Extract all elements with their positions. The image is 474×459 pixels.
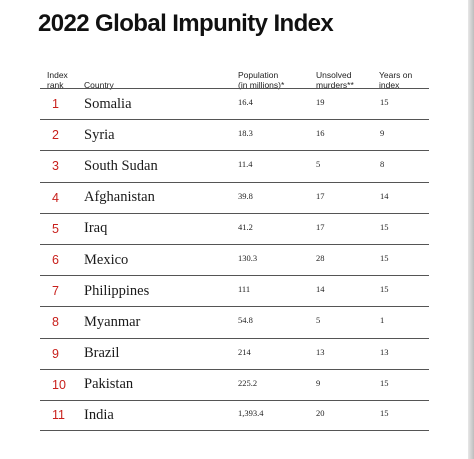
rank-cell: 5 xyxy=(52,221,59,236)
years-cell: 9 xyxy=(380,128,385,139)
population-cell: 11.4 xyxy=(238,159,253,170)
rank-cell: 1 xyxy=(52,97,59,112)
header-years-on-index: Years on index xyxy=(379,70,412,90)
country-cell: Brazil xyxy=(84,345,120,362)
table-row: 9 Brazil 214 13 13 xyxy=(40,337,429,369)
rank-cell: 2 xyxy=(52,128,59,143)
country-cell: Mexico xyxy=(84,251,129,268)
population-cell: 111 xyxy=(238,284,251,295)
header-index-rank-line2: rank xyxy=(47,80,64,90)
table-row: 5 Iraq 41.2 17 15 xyxy=(40,212,429,244)
header-population: Population (in millions)* xyxy=(238,70,284,90)
header-murders-line1: Unsolved xyxy=(316,70,352,80)
page-title: 2022 Global Impunity Index xyxy=(38,10,334,37)
rank-cell: 11 xyxy=(52,408,65,423)
rank-cell: 7 xyxy=(52,284,59,299)
murders-cell: 19 xyxy=(316,97,325,108)
population-cell: 16.4 xyxy=(238,97,253,108)
rank-cell: 6 xyxy=(52,253,59,268)
country-cell: India xyxy=(84,406,114,423)
murders-cell: 20 xyxy=(316,408,325,419)
murders-cell: 13 xyxy=(316,346,325,357)
table-row: 4 Afghanistan 39.8 17 14 xyxy=(40,181,429,213)
population-cell: 41.2 xyxy=(238,221,253,232)
header-years-line2: index xyxy=(379,80,400,90)
years-cell: 15 xyxy=(380,408,389,419)
years-cell: 15 xyxy=(380,253,389,264)
table-header: Index rank Country Population (in millio… xyxy=(0,62,474,90)
country-cell: Syria xyxy=(84,126,115,143)
years-cell: 15 xyxy=(380,377,389,388)
years-cell: 15 xyxy=(380,97,389,108)
table-row: 8 Myanmar 54.8 5 1 xyxy=(40,306,429,337)
years-cell: 15 xyxy=(380,221,389,232)
country-cell: Philippines xyxy=(84,282,150,299)
population-cell: 39.8 xyxy=(238,190,253,201)
country-cell: Somalia xyxy=(84,95,132,112)
header-population-line2: (in millions)* xyxy=(238,80,285,90)
country-cell: South Sudan xyxy=(84,157,158,174)
table-row: 11 India 1,393.4 20 15 xyxy=(40,399,429,432)
page-edge-shadow xyxy=(468,0,474,459)
country-cell: Afghanistan xyxy=(84,189,155,206)
murders-cell: 16 xyxy=(316,128,325,139)
murders-cell: 9 xyxy=(316,377,321,388)
years-cell: 14 xyxy=(380,190,389,201)
table-row: 3 South Sudan 11.4 5 8 xyxy=(40,150,429,181)
murders-cell: 5 xyxy=(316,159,321,170)
murders-cell: 5 xyxy=(316,315,321,326)
country-cell: Pakistan xyxy=(84,376,134,393)
header-years-line1: Years on xyxy=(379,70,413,80)
header-index-rank: Index rank xyxy=(47,70,68,90)
population-cell: 130.3 xyxy=(238,253,258,264)
population-cell: 54.8 xyxy=(238,315,253,326)
header-population-line1: Population xyxy=(238,70,279,80)
country-cell: Myanmar xyxy=(84,313,141,330)
rank-cell: 8 xyxy=(52,315,59,330)
years-cell: 13 xyxy=(380,346,389,357)
population-cell: 225.2 xyxy=(238,377,258,388)
header-murders-line2: murders** xyxy=(316,80,354,90)
rank-cell: 3 xyxy=(52,159,59,174)
years-cell: 1 xyxy=(380,315,385,326)
rank-cell: 4 xyxy=(52,190,59,205)
table-row: 2 Syria 18.3 16 9 xyxy=(40,119,429,150)
country-cell: Iraq xyxy=(84,220,108,237)
years-cell: 8 xyxy=(380,159,385,170)
population-cell: 1,393.4 xyxy=(238,408,264,419)
murders-cell: 17 xyxy=(316,221,325,232)
impunity-table: 1 Somalia 16.4 19 15 2 Syria 18.3 16 9 3… xyxy=(40,88,429,432)
table-row: 7 Philippines 111 14 15 xyxy=(40,275,429,306)
header-country-label: Country xyxy=(84,80,114,90)
header-unsolved-murders: Unsolved murders** xyxy=(316,70,354,90)
rank-cell: 9 xyxy=(52,346,59,361)
table-row: 1 Somalia 16.4 19 15 xyxy=(40,88,429,119)
population-cell: 214 xyxy=(238,346,251,357)
header-country: Country xyxy=(84,80,114,90)
murders-cell: 14 xyxy=(316,284,325,295)
table-row: 10 Pakistan 225.2 9 15 xyxy=(40,368,429,400)
population-cell: 18.3 xyxy=(238,128,253,139)
rank-cell: 10 xyxy=(52,377,66,392)
murders-cell: 28 xyxy=(316,253,325,264)
years-cell: 15 xyxy=(380,284,389,295)
table-row: 6 Mexico 130.3 28 15 xyxy=(40,243,429,275)
murders-cell: 17 xyxy=(316,190,325,201)
header-index-rank-line1: Index xyxy=(47,70,68,80)
